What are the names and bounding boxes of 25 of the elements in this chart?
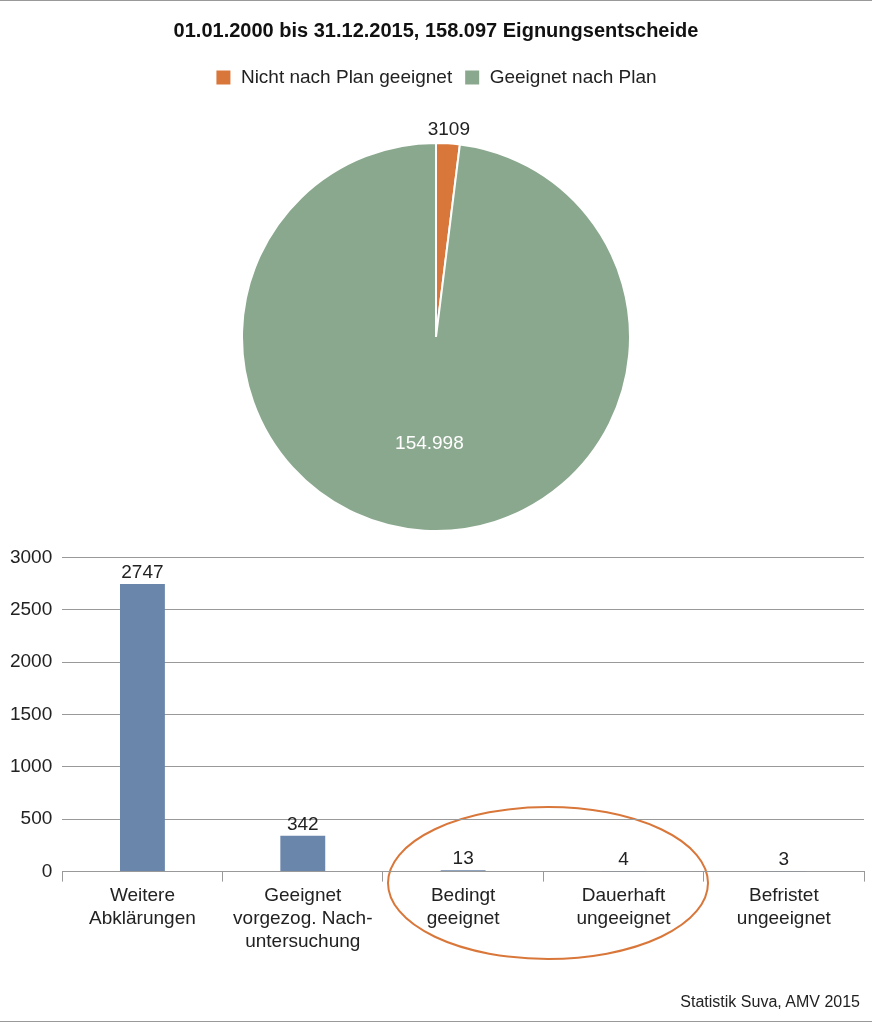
data-label: 4 (618, 847, 630, 869)
x-tick-label: Dauerhaft ungeeignet (576, 884, 672, 929)
data-label: 3109 (427, 117, 470, 139)
data-label: 3 (778, 848, 790, 870)
y-tick-label: 500 (20, 807, 53, 829)
legend-label: Nicht nach Plan geeignet (240, 65, 453, 87)
data-label: 13 (452, 846, 474, 868)
x-tick-label: Bedingt geeignet (426, 884, 501, 929)
y-tick-label: 3000 (9, 545, 53, 567)
data-label: 2747 (121, 560, 164, 582)
x-tick-label: Befristet ungeeignet (736, 884, 832, 929)
text: Statistik Suva, AMV 2015 (680, 993, 860, 1011)
chart-title: 01.01.2000 bis 31.12.2015, 158.097 Eignungsentscheide (172, 19, 700, 42)
data-label: 154.998 (395, 431, 464, 453)
bar (119, 583, 165, 872)
y-tick-label: 1000 (9, 755, 53, 777)
y-tick-label: 0 (41, 859, 53, 881)
x-tick-label: Geeignet vorgezog. Nach- untersuchung (233, 884, 373, 951)
data-label: 342 (286, 812, 319, 834)
legend-label: Geeignet nach Plan (489, 65, 657, 87)
y-tick-label: 1500 (9, 702, 53, 724)
x-tick-label: Weitere Abklärungen (89, 884, 196, 929)
y-tick-label: 2000 (9, 650, 53, 672)
bar (280, 835, 326, 872)
y-tick-label: 2500 (9, 598, 53, 619)
